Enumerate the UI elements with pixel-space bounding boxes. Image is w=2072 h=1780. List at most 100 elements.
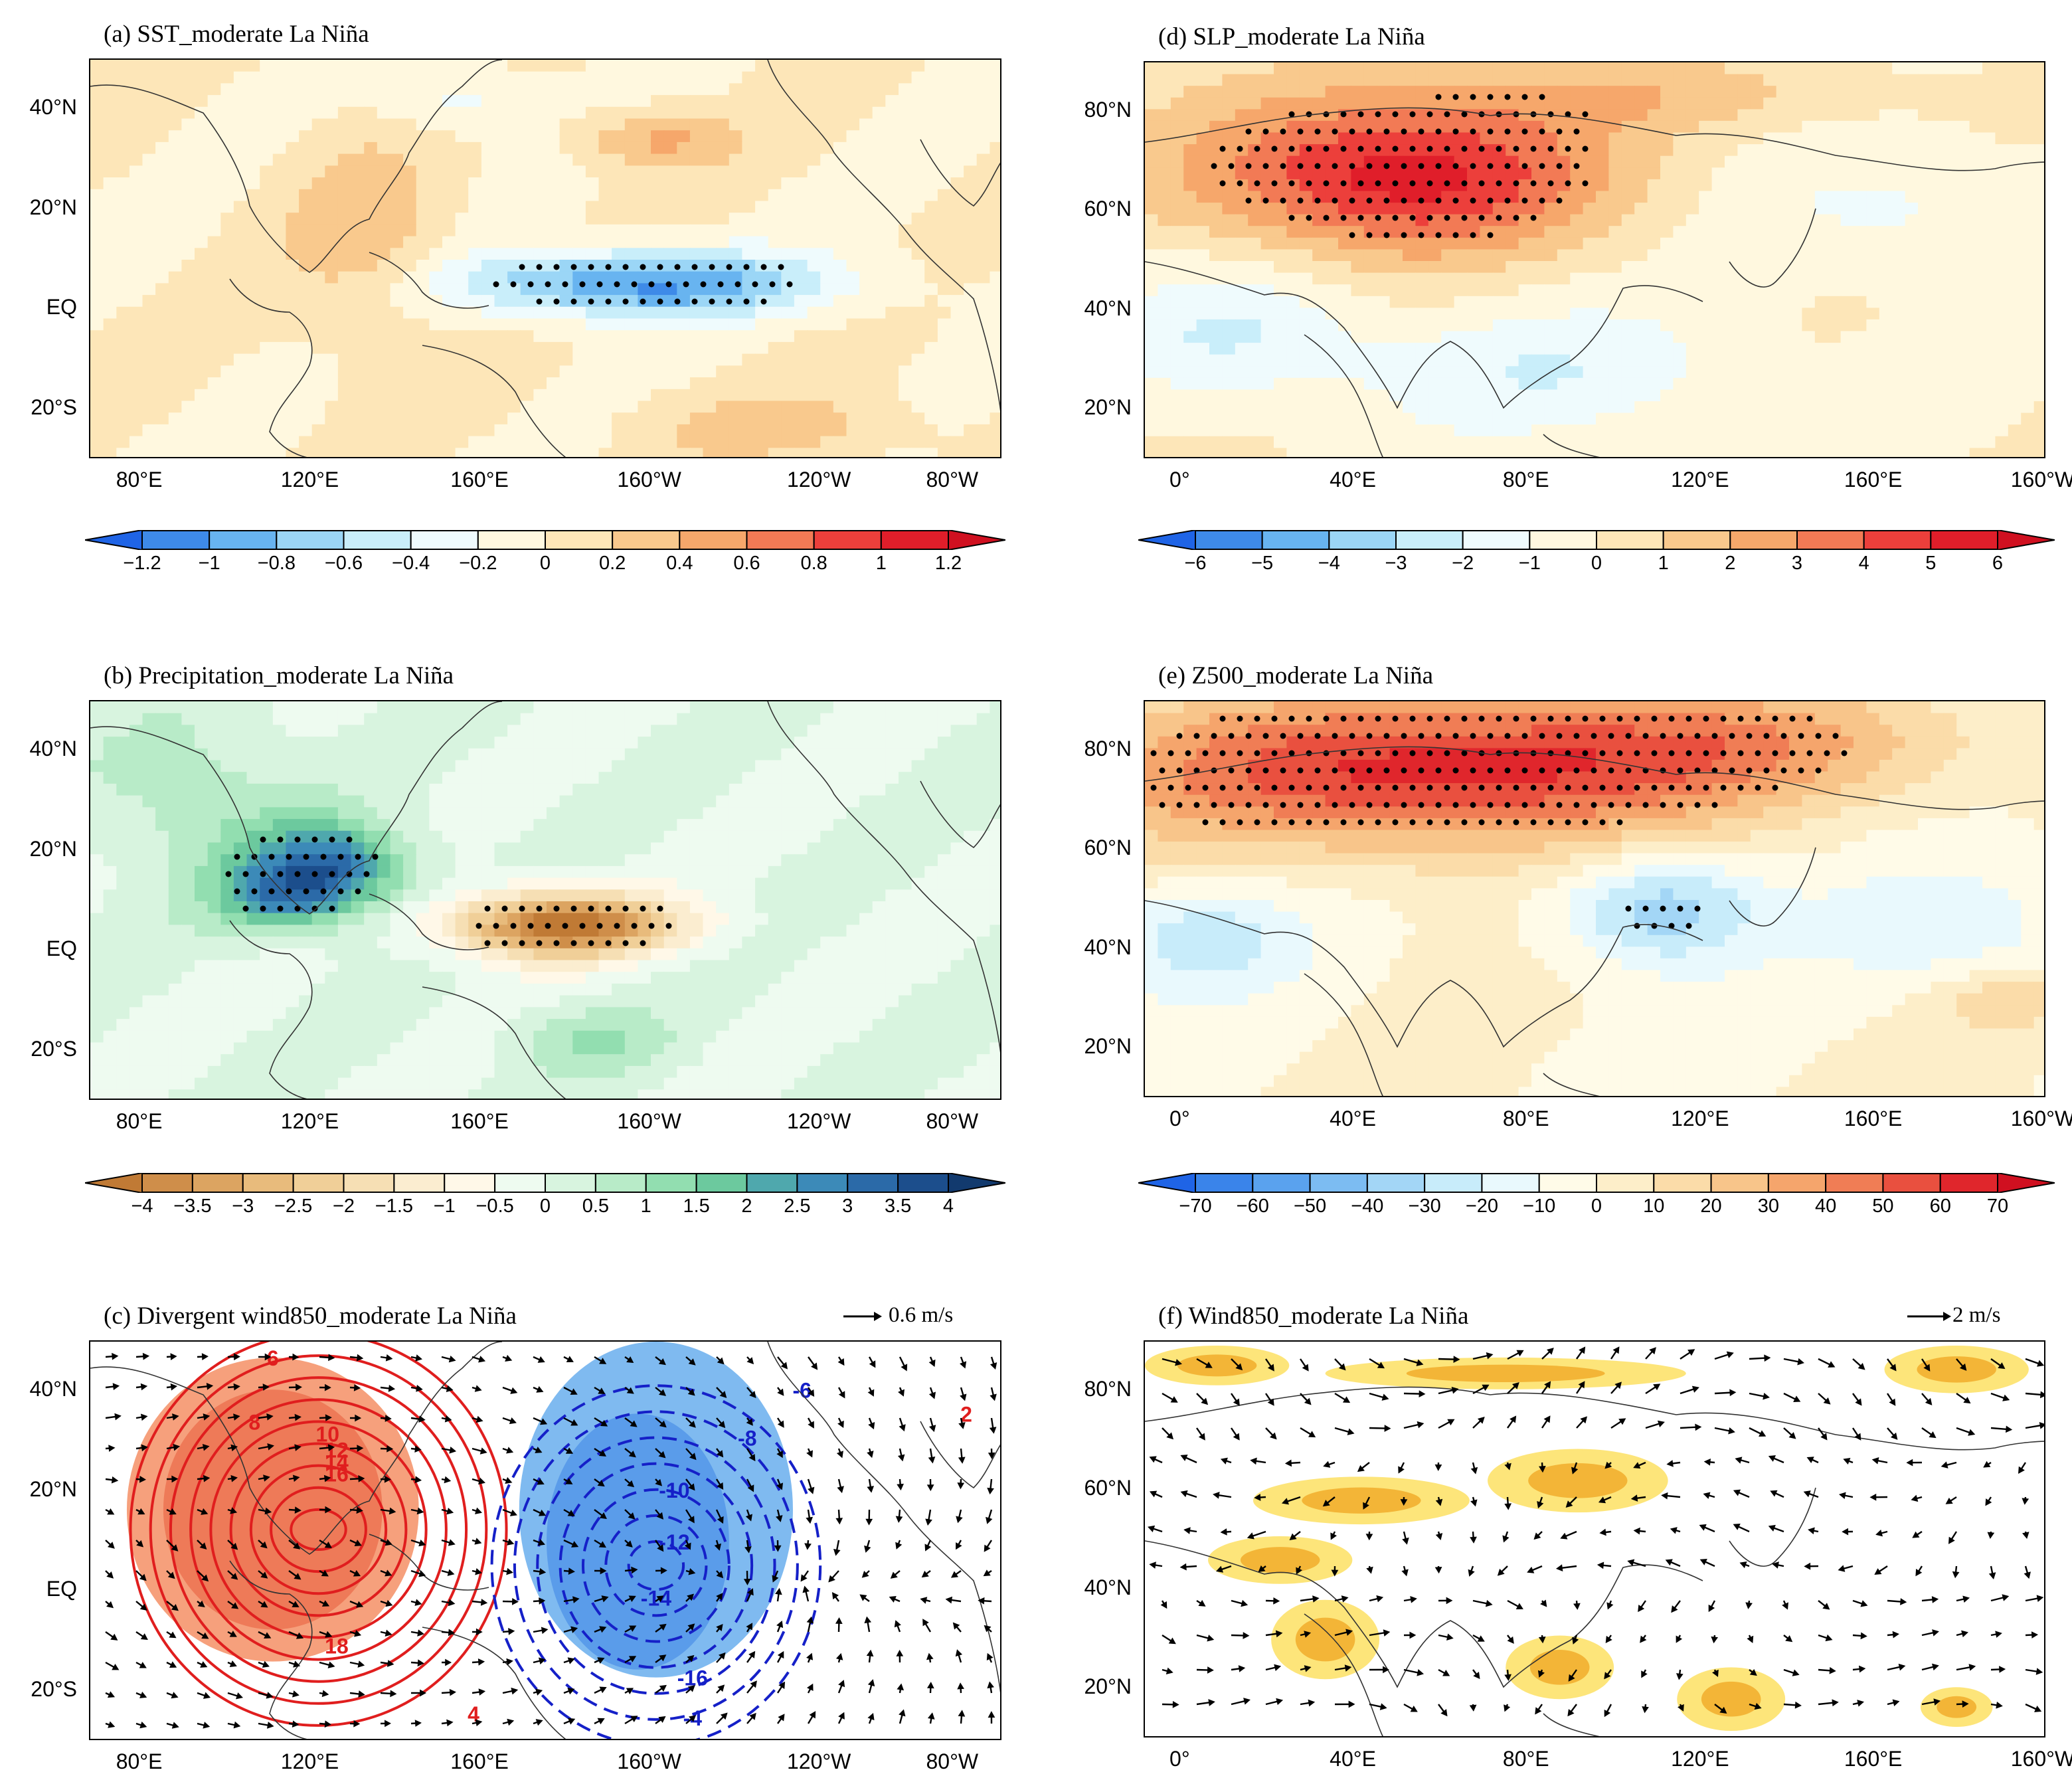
heat-cell (911, 201, 925, 213)
heat-cell (155, 877, 169, 890)
heat-cell (924, 1030, 938, 1043)
heat-cell (833, 819, 847, 832)
heat-cell (520, 365, 534, 378)
heat-cell (103, 795, 117, 808)
heat-cell (964, 165, 978, 178)
heat-cell (937, 748, 952, 761)
heat-cell (142, 83, 156, 96)
heat-cell (820, 412, 834, 425)
heat-cell (533, 783, 547, 796)
heat-cell (286, 925, 300, 937)
heat-cell (272, 936, 286, 949)
heat-cell (559, 1042, 573, 1055)
heat-cell (533, 318, 547, 331)
heat-cell (299, 913, 313, 925)
heat-cell (651, 400, 665, 413)
heat-cell (195, 783, 209, 796)
heat-cell (90, 306, 104, 319)
heat-cell (129, 236, 143, 248)
heat-cell (455, 448, 469, 457)
heat-cell (924, 165, 938, 178)
heat-cell (533, 1030, 547, 1043)
heat-cell (768, 842, 782, 855)
heat-cell (195, 236, 209, 248)
heat-cell (547, 948, 561, 961)
heat-cell (403, 1019, 417, 1031)
heat-cell (964, 1019, 978, 1031)
heat-cell (872, 189, 886, 202)
heat-cell (624, 901, 638, 914)
heat-cell (286, 412, 300, 425)
heat-cell (703, 983, 717, 996)
heat-cell (911, 295, 925, 308)
stipple-dot (760, 298, 767, 305)
heat-cell (547, 877, 561, 890)
heat-cell (585, 748, 600, 761)
heat-cell (911, 1054, 925, 1067)
heat-cell (481, 748, 495, 761)
heat-cell (651, 1065, 665, 1079)
heat-cell (403, 341, 417, 355)
heat-cell (572, 1007, 586, 1020)
heat-cell (195, 224, 209, 237)
heat-cell (677, 306, 691, 319)
heat-cell (351, 271, 365, 284)
heat-cell (807, 830, 821, 844)
heat-cell (689, 213, 704, 225)
heat-cell (964, 713, 978, 725)
heat-cell (260, 783, 274, 796)
heat-cell (689, 795, 704, 808)
heat-cell (911, 283, 925, 296)
heat-cell (455, 295, 469, 308)
heat-cell (820, 1065, 834, 1079)
heat-cell (924, 153, 938, 166)
heat-cell (494, 995, 508, 1008)
heat-cell (729, 271, 742, 284)
heat-cell (651, 819, 665, 832)
heat-cell (377, 201, 390, 213)
heat-cell (703, 795, 717, 808)
heat-cell (507, 201, 521, 213)
heat-cell (364, 701, 378, 714)
heat-cell (337, 1030, 352, 1043)
heat-cell (246, 412, 260, 425)
heat-cell (481, 1019, 495, 1031)
heat-cell (103, 330, 117, 343)
heat-cell (703, 783, 717, 796)
heat-cell (286, 701, 300, 714)
heat-cell (311, 295, 325, 308)
heat-cell (755, 60, 769, 72)
heat-cell (351, 737, 365, 749)
heat-cell (325, 819, 339, 832)
heat-cell (833, 330, 847, 343)
heat-cell (129, 795, 143, 808)
heat-cell (846, 260, 860, 272)
heat-cell (677, 141, 691, 155)
heat-cell (142, 165, 156, 178)
heat-cell (937, 1042, 952, 1055)
heat-cell (520, 1065, 534, 1079)
heat-cell (337, 925, 352, 937)
heat-cell (729, 213, 742, 225)
heat-cell (585, 165, 600, 178)
heat-cell (142, 972, 156, 984)
heat-cell (950, 153, 964, 166)
heat-cell (612, 95, 626, 108)
heat-cell (872, 400, 886, 413)
heat-cell (624, 795, 638, 808)
heat-cell (794, 877, 808, 890)
heat-cell (90, 948, 104, 961)
heat-cell (481, 913, 495, 925)
heat-cell (716, 713, 730, 725)
heat-cell (207, 913, 221, 925)
heat-cell (325, 936, 339, 949)
heat-cell (377, 95, 390, 108)
heat-cell (403, 400, 417, 413)
heat-cell (533, 448, 547, 457)
heat-cell (742, 341, 756, 355)
heat-cell (807, 889, 821, 902)
heat-cell (820, 701, 834, 714)
heat-cell (155, 842, 169, 855)
heat-cell (689, 71, 704, 84)
heat-cell (950, 995, 964, 1008)
